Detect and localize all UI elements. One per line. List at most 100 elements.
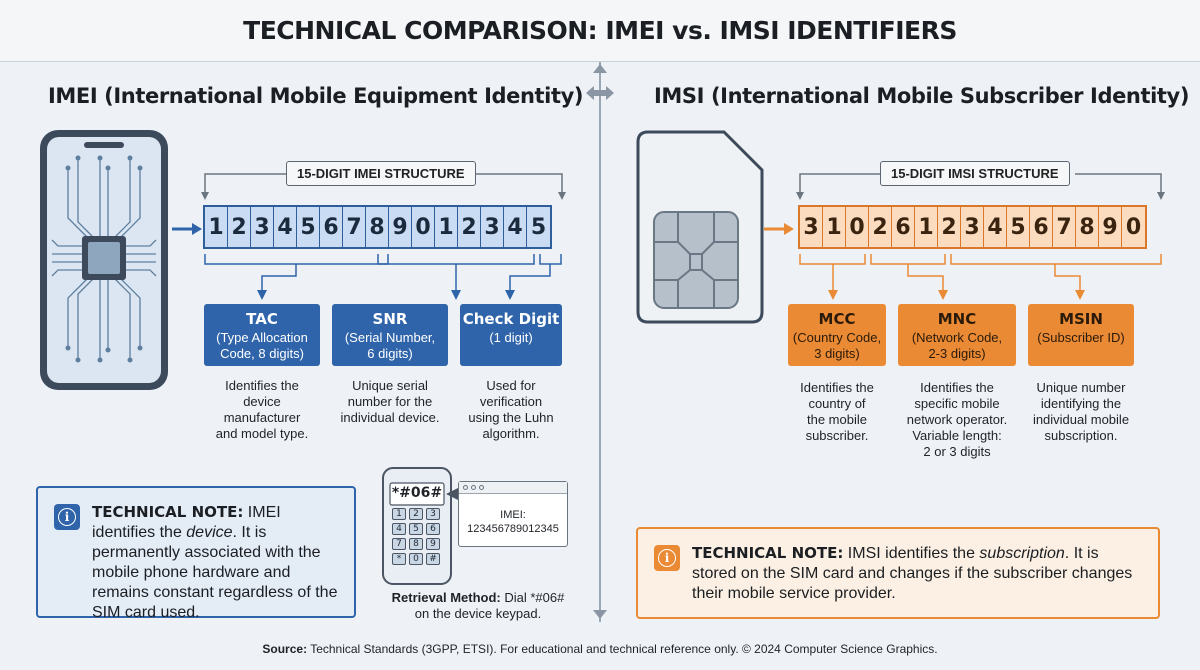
imei-digit-9: 9	[389, 207, 412, 247]
sim-card-icon	[636, 130, 764, 324]
imei-digit-14: 4	[504, 207, 527, 247]
imsi-segment-brackets	[799, 254, 1162, 300]
desc-line: number for the	[347, 394, 433, 409]
info-icon: i	[54, 504, 80, 530]
footer-text: Technical Standards (3GPP, ETSI). For ed…	[307, 642, 938, 656]
imei-digit-13: 3	[481, 207, 504, 247]
note-text-part: . It is permanently associated with the …	[92, 524, 338, 621]
imei-tac-description: Identifies the device manufacturer and m…	[204, 378, 320, 442]
imei-digit-2: 2	[228, 207, 251, 247]
desc-line: algorithm.	[482, 426, 540, 441]
imei-structure-label: 15-DIGIT IMEI STRUCTURE	[286, 161, 476, 186]
keypad-key: 3	[426, 508, 440, 520]
imei-digit-8: 8	[366, 207, 389, 247]
segment-subtitle: (Type Allocation	[216, 330, 308, 345]
popup-line: 123456789012345	[467, 523, 559, 535]
keypad-key: 2	[409, 508, 423, 520]
imsi-digit-6: 1	[915, 207, 938, 247]
note-label: TECHNICAL NOTE:	[692, 544, 844, 562]
keypad-display-text: *#06#	[391, 485, 443, 501]
imsi-digit-12: 7	[1053, 207, 1076, 247]
smartphone-circuit-icon	[40, 130, 168, 390]
imei-digit-3: 3	[251, 207, 274, 247]
imei-segment-snr: SNR (Serial Number, 6 digits)	[332, 304, 448, 366]
imsi-segment-mnc: MNC (Network Code, 2-3 digits)	[898, 304, 1016, 366]
imei-structure-bracket	[201, 173, 566, 200]
segment-subtitle: Code, 8 digits)	[220, 346, 304, 361]
segment-subtitle: (1 digit)	[489, 330, 533, 345]
keypad-key: 4	[392, 523, 406, 535]
segment-subtitle: 2-3 digits)	[928, 346, 986, 361]
imei-digit-15: 5	[530, 214, 547, 240]
desc-line: Identifies the	[920, 380, 994, 395]
imei-digit-7: 7	[343, 207, 366, 247]
desc-line: specific mobile	[914, 396, 1000, 411]
desc-line: device	[243, 394, 281, 409]
desc-line: identifying the	[1040, 396, 1122, 411]
imsi-msin-description: Unique number identifying the individual…	[1024, 380, 1138, 444]
desc-line: subscription.	[1044, 428, 1118, 443]
imei-segment-check-digit: Check Digit (1 digit)	[460, 304, 562, 366]
imsi-digit-10: 5	[1007, 207, 1030, 247]
keypad-key: 5	[409, 523, 423, 535]
retrieval-label: Retrieval Method:	[391, 590, 501, 605]
imsi-segment-mcc: MCC (Country Code, 3 digits)	[788, 304, 886, 366]
imsi-digit-7: 2	[938, 207, 961, 247]
segment-title: Check Digit	[462, 310, 560, 328]
desc-line: Used for	[486, 378, 536, 393]
segment-title: SNR	[372, 310, 408, 328]
popup-titlebar	[459, 482, 567, 494]
imsi-segment-msin: MSIN (Subscriber ID)	[1028, 304, 1134, 366]
imsi-digit-13: 8	[1076, 207, 1099, 247]
imsi-digit-8: 3	[961, 207, 984, 247]
desc-line: individual mobile	[1032, 412, 1130, 427]
imei-digit-4: 4	[274, 207, 297, 247]
note-text-part: IMSI identifies the	[843, 545, 980, 562]
desc-line: using the Luhn	[468, 410, 554, 425]
keypad-key: 9	[426, 538, 440, 550]
imei-digit-1: 1	[205, 207, 228, 247]
imsi-input-arrow-icon	[764, 223, 794, 235]
imsi-digit-1: 3	[800, 207, 823, 247]
keypad-key: *	[392, 553, 406, 565]
imsi-structure-bracket	[796, 173, 1165, 200]
note-label: TECHNICAL NOTE:	[92, 503, 244, 521]
imsi-digit-15: 0	[1125, 214, 1142, 240]
footer-source: Source: Technical Standards (3GPP, ETSI)…	[0, 642, 1200, 656]
imsi-note-text: TECHNICAL NOTE: IMSI identifies the subs…	[692, 543, 1142, 603]
popup-content: IMEI: 123456789012345	[459, 508, 567, 536]
segment-title: MNC	[937, 310, 977, 328]
desc-line: network operator.	[906, 412, 1008, 427]
keypad-key: 8	[409, 538, 423, 550]
imei-check-description: Used for verification using the Luhn alg…	[455, 378, 567, 442]
imei-digit-11: 1	[435, 207, 458, 247]
page-title: TECHNICAL COMPARISON: IMEI vs. IMSI IDEN…	[243, 16, 957, 45]
imei-input-arrow-icon	[172, 223, 202, 235]
keypad-key: 1	[392, 508, 406, 520]
segment-title: MCC	[818, 310, 856, 328]
imsi-mnc-description: Identifies the specific mobile network o…	[892, 380, 1022, 460]
note-emphasis: device	[186, 524, 233, 541]
imei-segment-tac: TAC (Type Allocation Code, 8 digits)	[204, 304, 320, 366]
desc-line: Identifies the	[225, 378, 299, 393]
divider-arrow-up-icon	[593, 64, 607, 73]
desc-line: country of	[808, 396, 866, 411]
imsi-structure-label: 15-DIGIT IMSI STRUCTURE	[880, 161, 1070, 186]
imsi-digit-9: 4	[984, 207, 1007, 247]
title-bar: TECHNICAL COMPARISON: IMEI vs. IMSI IDEN…	[0, 0, 1200, 62]
segment-subtitle: 3 digits)	[814, 346, 860, 361]
desc-line: individual device.	[340, 410, 440, 425]
imei-technical-note: i TECHNICAL NOTE: IMEI identifies the de…	[36, 486, 356, 621]
segment-subtitle: 6 digits)	[367, 346, 413, 361]
keypad-key: 0	[409, 553, 423, 565]
imsi-technical-note: i TECHNICAL NOTE: IMSI identifies the su…	[636, 527, 1160, 619]
note-text-part: . It is stored on the SIM card and chang…	[692, 545, 1133, 602]
imsi-heading: IMSI (International Mobile Subscriber Id…	[654, 84, 1190, 108]
imsi-digit-2: 1	[823, 207, 846, 247]
double-arrow-icon	[586, 86, 614, 100]
imsi-digit-4: 2	[869, 207, 892, 247]
segment-subtitle: (Country Code,	[792, 330, 882, 345]
imsi-digit-5: 6	[892, 207, 915, 247]
